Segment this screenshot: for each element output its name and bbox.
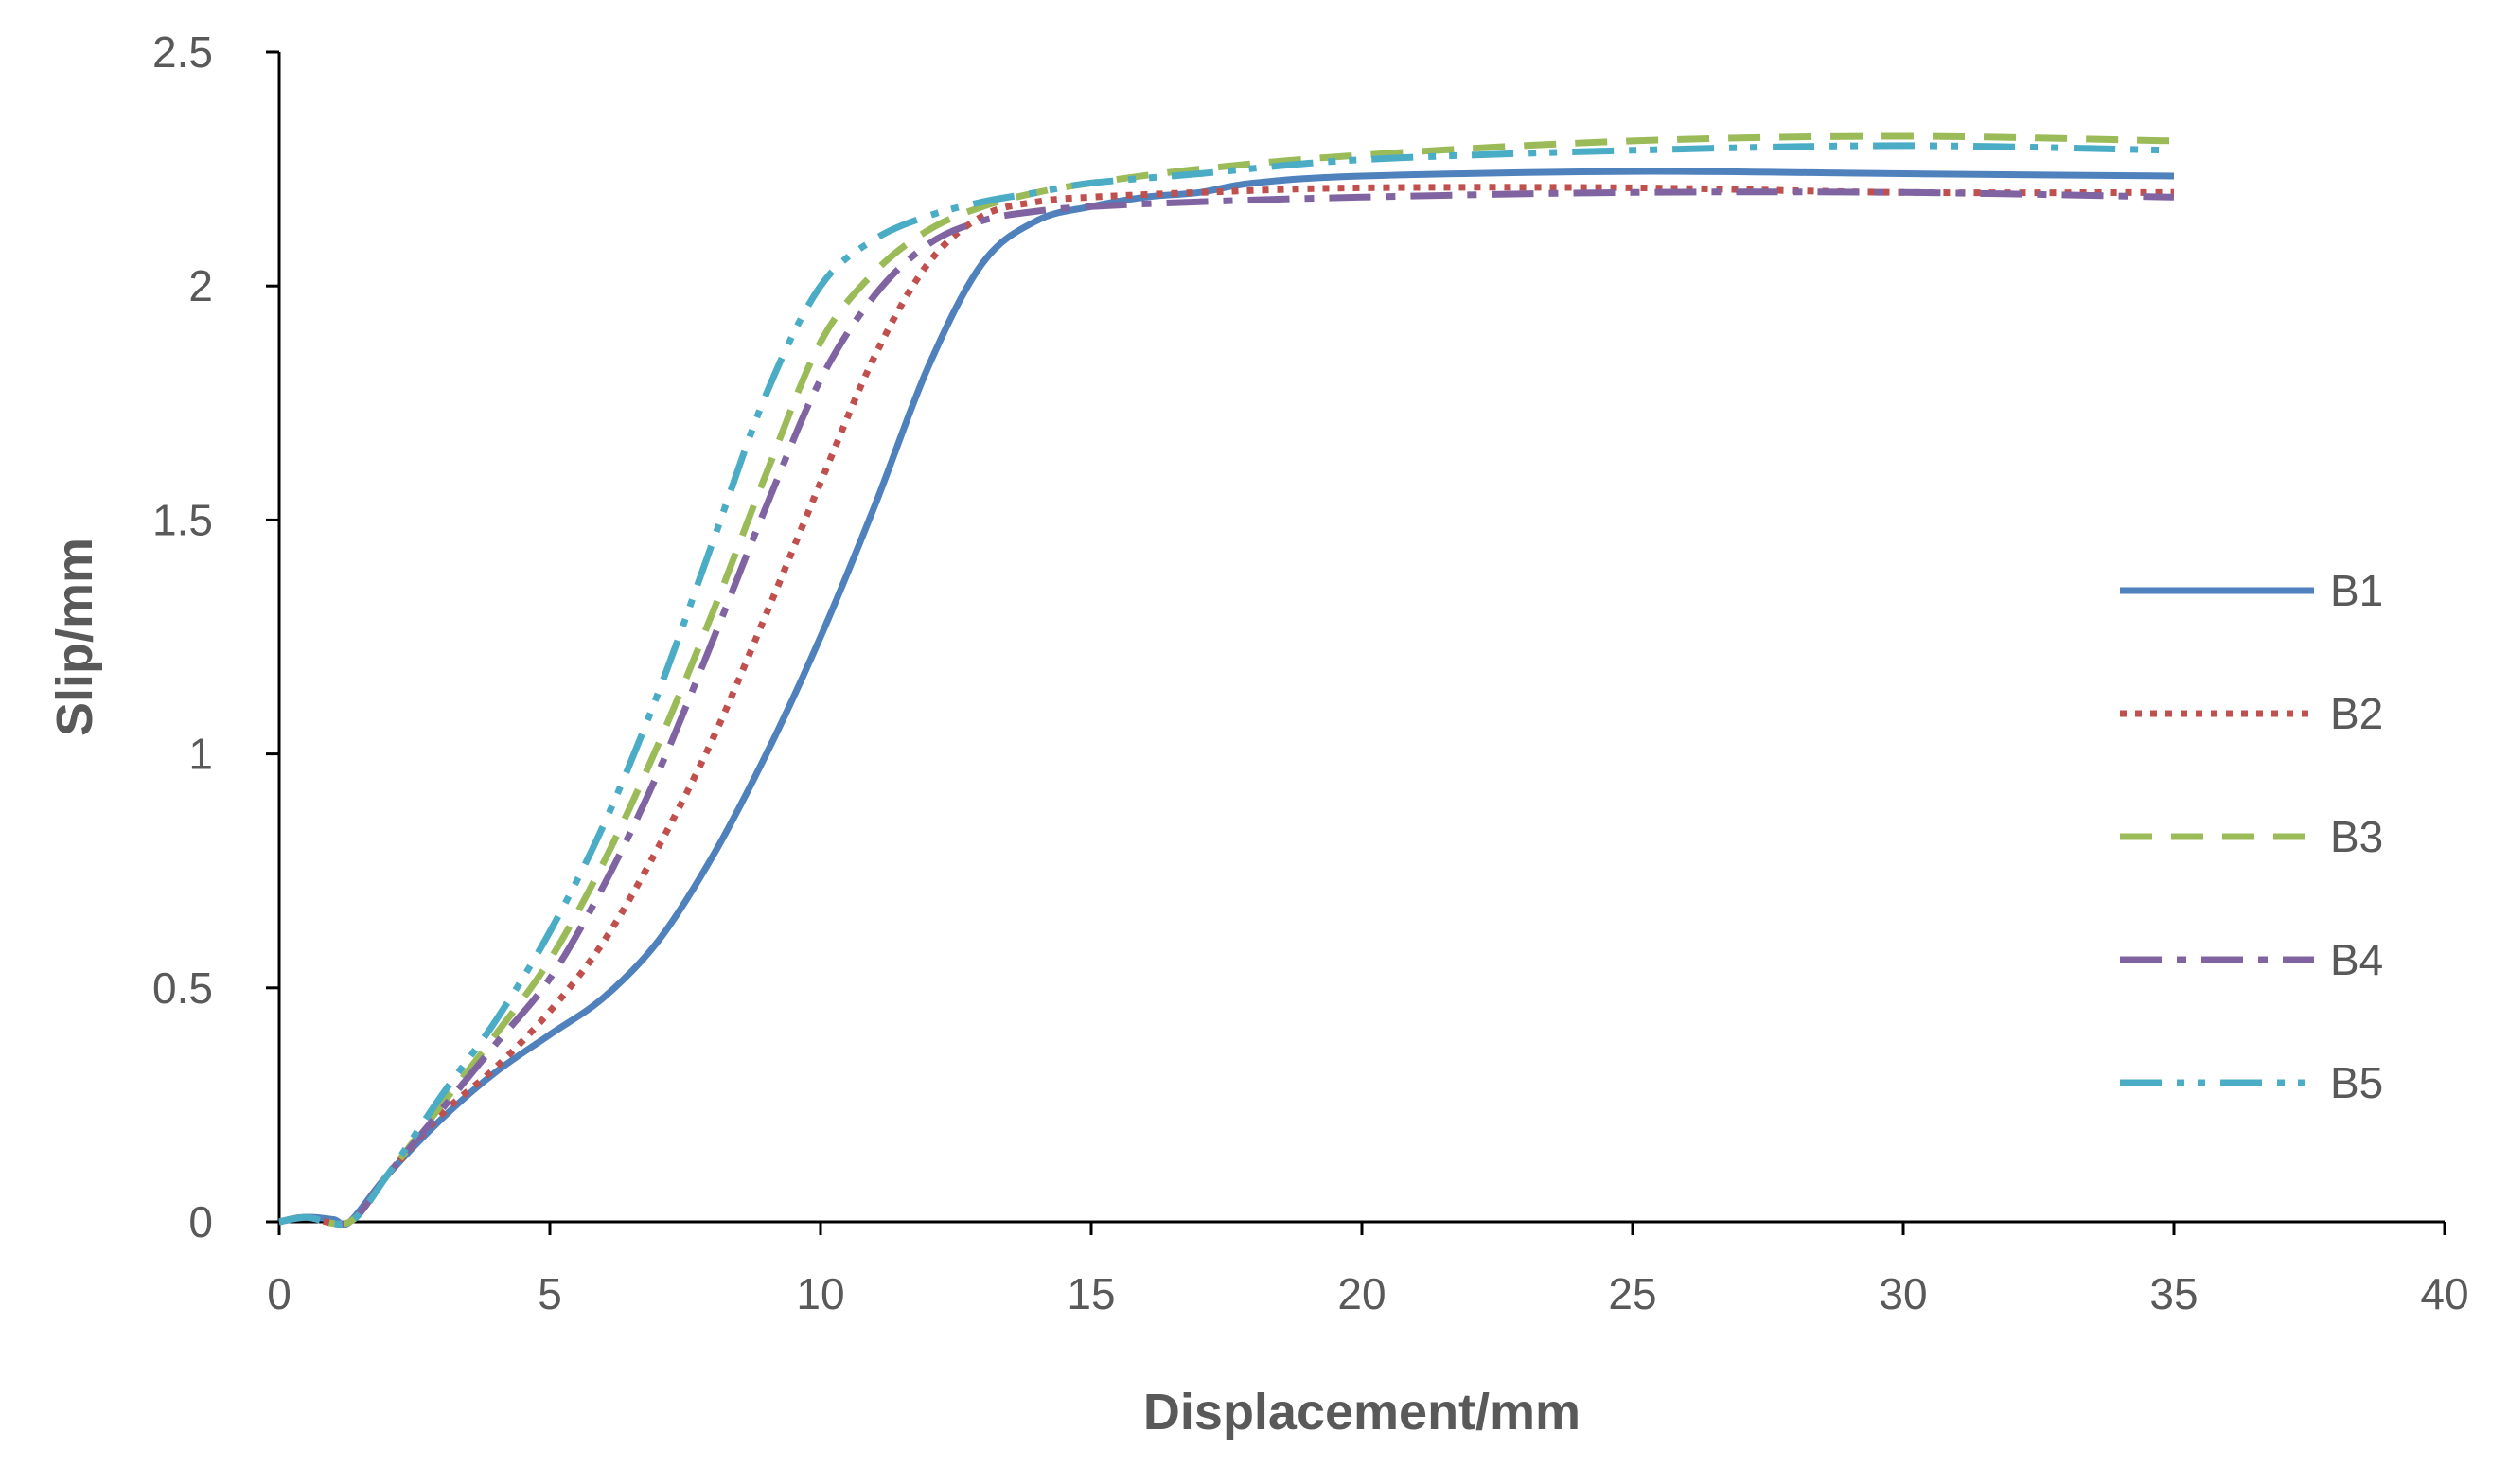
y-tick-label: 2 [188, 261, 213, 310]
x-tick-label: 30 [1879, 1269, 1927, 1318]
legend-label-b1: B1 [2330, 566, 2383, 615]
x-tick-label: 35 [2149, 1269, 2198, 1318]
series-line-b2 [278, 184, 2175, 1228]
y-tick-label: 1.5 [152, 495, 213, 544]
legend-label-b5: B5 [2330, 1058, 2383, 1107]
axes [277, 52, 2445, 1224]
x-tick-label: 40 [2420, 1269, 2468, 1318]
x-tick-label: 15 [1067, 1269, 1115, 1318]
x-tick-label: 5 [538, 1269, 562, 1318]
legend-label-b2: B2 [2330, 689, 2383, 738]
x-tick-label: 10 [796, 1269, 844, 1318]
legend: B1 B2 B3 B4 B5 [2120, 566, 2383, 1107]
series-line-b1 [278, 168, 2175, 1228]
y-tick-label: 0 [188, 1197, 213, 1246]
x-tick-label: 20 [1337, 1269, 1386, 1318]
x-axis-title: Displacement/mm [1143, 1384, 1581, 1440]
y-tick-label: 1 [188, 730, 213, 779]
series-line-b3 [278, 132, 2175, 1228]
y-tick-label: 2.5 [152, 27, 213, 77]
series-line-b4 [278, 188, 2175, 1228]
legend-label-b3: B3 [2330, 812, 2383, 861]
y-axis-title: Slip/mm [46, 538, 103, 736]
series-group [278, 132, 2175, 1228]
series-line-b5 [278, 142, 2175, 1228]
ticks: 0 5 10 15 20 25 30 35 40 0 0.5 1 1.5 2 2.5 [152, 27, 2469, 1318]
legend-label-b4: B4 [2330, 935, 2383, 984]
y-tick-label: 0.5 [152, 963, 213, 1013]
x-tick-label: 0 [267, 1269, 291, 1318]
x-tick-label: 25 [1608, 1269, 1656, 1318]
